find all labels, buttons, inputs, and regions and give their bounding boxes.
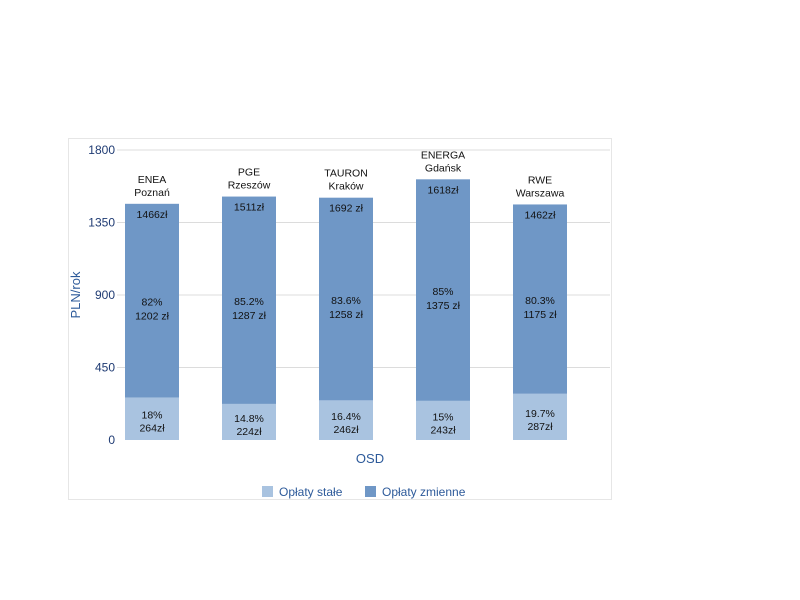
variable-value-label: 1258 zł	[329, 309, 364, 321]
total-label: 1511zł	[234, 202, 265, 214]
category-label: ENEA	[138, 174, 167, 186]
category-label: Gdańsk	[425, 162, 462, 174]
y-tick-label: 1350	[88, 216, 115, 230]
category-label: Kraków	[328, 181, 363, 193]
y-tick-label: 1800	[88, 143, 115, 157]
legend-label-fixed: Opłaty stałe	[279, 485, 343, 499]
bar-fixed-segment	[416, 400, 470, 440]
y-axis-title: PLN/rok	[68, 271, 83, 318]
fixed-value-label: 246zł	[333, 424, 359, 436]
category-label: PGE	[238, 167, 260, 179]
total-label: 1466zł	[137, 209, 169, 221]
total-label: 1618zł	[428, 184, 460, 196]
total-label: 1462zł	[525, 209, 557, 221]
bar-variable-segment	[319, 197, 373, 401]
y-tick-label: 900	[95, 288, 115, 302]
category-label: ENERGA	[421, 149, 465, 161]
total-label: 1692 zł	[329, 203, 364, 215]
fixed-pct-label: 14.8%	[234, 413, 264, 425]
legend: Opłaty stałe Opłaty zmienne	[262, 485, 466, 499]
variable-pct-label: 83.6%	[331, 295, 361, 307]
bar-fixed-segment	[513, 393, 567, 440]
category-label: Poznań	[134, 187, 170, 199]
variable-pct-label: 80.3%	[525, 295, 555, 307]
legend-swatch-variable	[365, 486, 376, 497]
fixed-value-label: 287zł	[527, 421, 553, 433]
variable-pct-label: 85.2%	[234, 296, 264, 308]
y-axis-ticks: 0 450 900 1350 1800	[88, 143, 115, 447]
fixed-pct-label: 18%	[141, 410, 162, 422]
x-axis-title: OSD	[356, 451, 384, 466]
variable-value-label: 1375 zł	[426, 300, 461, 312]
fixed-pct-label: 19.7%	[525, 408, 555, 420]
legend-label-variable: Opłaty zmienne	[382, 485, 466, 499]
bars	[125, 179, 567, 440]
fixed-pct-label: 16.4%	[331, 411, 361, 423]
variable-pct-label: 82%	[141, 297, 162, 309]
legend-swatch-fixed	[262, 486, 273, 497]
category-label: Rzeszów	[228, 180, 271, 192]
y-tick-label: 450	[95, 361, 115, 375]
bar-variable-segment	[513, 204, 567, 394]
variable-pct-label: 85%	[432, 286, 453, 298]
variable-value-label: 1175 zł	[523, 309, 557, 321]
bar-variable-segment	[416, 179, 470, 401]
y-tick-label: 0	[108, 433, 115, 447]
variable-value-label: 1202 zł	[135, 311, 170, 323]
variable-value-label: 1287 zł	[232, 310, 267, 322]
bar-variable-segment	[125, 203, 179, 398]
fixed-value-label: 264zł	[139, 423, 165, 435]
fixed-value-label: 243zł	[430, 424, 456, 436]
fixed-pct-label: 15%	[432, 411, 453, 423]
bar-fixed-segment	[125, 397, 179, 440]
bar-variable-segment	[222, 196, 276, 404]
bar-fixed-segment	[319, 400, 373, 440]
category-label: RWE	[528, 174, 552, 186]
bar-fixed-segment	[222, 403, 276, 440]
fixed-value-label: 224zł	[236, 426, 262, 438]
category-label: TAURON	[324, 168, 368, 180]
category-label: Warszawa	[516, 187, 565, 199]
